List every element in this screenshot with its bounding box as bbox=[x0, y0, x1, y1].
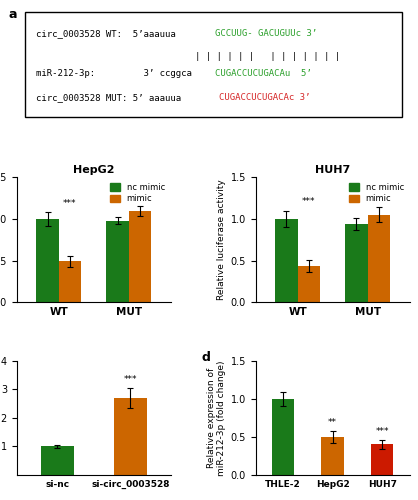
Bar bbox=[298, 266, 320, 302]
Legend: nc mimic, mimic: nc mimic, mimic bbox=[108, 182, 167, 205]
Text: **: ** bbox=[328, 418, 337, 427]
Bar bbox=[367, 214, 390, 302]
Bar bbox=[106, 220, 129, 302]
Text: CUGACCUCUGACAu  5’: CUGACCUCUGACAu 5’ bbox=[215, 68, 312, 78]
Text: d: d bbox=[201, 352, 211, 364]
Bar bbox=[41, 446, 74, 475]
Text: CUGACCUCUGACAc 3’: CUGACCUCUGACAc 3’ bbox=[219, 92, 311, 102]
Bar bbox=[36, 219, 59, 302]
Title: HUH7: HUH7 bbox=[315, 165, 350, 175]
Bar bbox=[345, 224, 367, 302]
Bar bbox=[371, 444, 393, 475]
Title: HepG2: HepG2 bbox=[73, 165, 115, 175]
Bar bbox=[321, 437, 344, 475]
Bar bbox=[129, 210, 151, 302]
Bar bbox=[114, 398, 147, 475]
Bar bbox=[272, 398, 294, 475]
Text: GCCUUG- GACUGUUc 3’: GCCUUG- GACUGUUc 3’ bbox=[215, 30, 317, 38]
Y-axis label: Relative expression of
miR-212-3p (fold change): Relative expression of miR-212-3p (fold … bbox=[207, 360, 226, 476]
Text: a: a bbox=[9, 8, 18, 21]
Y-axis label: Relative luciferase activity: Relative luciferase activity bbox=[217, 180, 226, 300]
Bar bbox=[275, 219, 298, 302]
Text: ***: *** bbox=[63, 199, 76, 208]
Text: | | | | | |   | | | | | | |: | | | | | | | | | | | | | bbox=[196, 52, 341, 62]
Bar bbox=[59, 262, 81, 302]
Text: miR-212-3p:         3’ ccggca: miR-212-3p: 3’ ccggca bbox=[36, 68, 192, 78]
FancyBboxPatch shape bbox=[25, 12, 402, 117]
Text: circ_0003528 MUT: 5’ aaauua: circ_0003528 MUT: 5’ aaauua bbox=[36, 92, 181, 102]
Text: ***: *** bbox=[124, 376, 137, 384]
Legend: nc mimic, mimic: nc mimic, mimic bbox=[347, 182, 405, 205]
Text: ***: *** bbox=[375, 427, 389, 436]
Text: circ_0003528 WT:  5’aaauua: circ_0003528 WT: 5’aaauua bbox=[36, 30, 176, 38]
Text: ***: *** bbox=[302, 198, 316, 206]
